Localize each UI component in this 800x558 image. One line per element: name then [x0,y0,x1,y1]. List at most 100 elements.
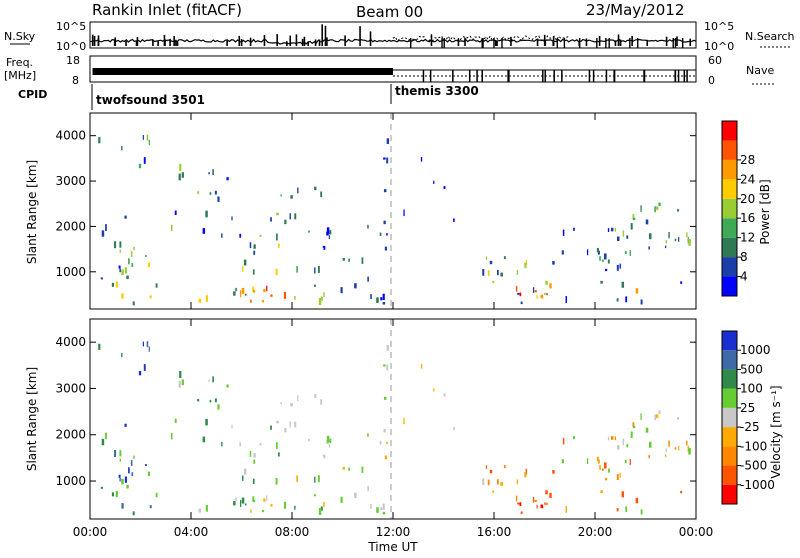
echo-cell [632,214,635,219]
echo-cell [525,468,528,475]
noise-right-tick-top: 10^5 [704,20,734,33]
echo-cell [534,290,537,293]
echo-cell [503,256,506,260]
noise-sky-line [89,38,697,45]
echo-cell [266,285,268,292]
echo-cell [658,410,661,414]
noise-spike [324,25,327,46]
echo-cell [485,256,488,260]
echo-cell [624,459,627,464]
noise-left-tick-top: 10^5 [56,20,86,33]
echo-cell [329,230,332,235]
echo-cell [198,508,202,513]
echo-cell [635,288,639,294]
echo-cell [635,497,639,504]
power-frame [89,112,697,310]
echo-cell [249,242,252,249]
echo-cell [314,284,317,287]
colorbar-tick-label: 500 [740,362,763,376]
echo-cell [485,465,488,469]
echo-cell [542,296,544,299]
echo-cell [648,233,652,240]
echo-cell [212,169,214,176]
echo-cell [155,283,158,288]
echo-cell [233,501,236,506]
echo-cell [654,414,656,421]
echo-cell [253,453,256,458]
echo-cell [354,283,357,289]
echo-cell [197,398,200,402]
echo-cell [597,250,600,255]
echo-cell [318,507,322,515]
echo-cell [126,275,129,280]
colorbar-tick-label: 25 [740,401,755,415]
echo-cell [534,499,537,502]
echo-cell [516,270,518,275]
echo-cell [384,246,388,251]
echo-cell [121,503,124,509]
echo-cell [629,458,631,465]
echo-cell [209,399,212,403]
noise-spike [614,40,617,46]
echo-cell [482,478,485,486]
echo-cell [329,438,332,444]
echo-cell [561,459,564,464]
echo-cell [536,295,538,299]
colorbar-tick-label: 4 [740,270,748,284]
echo-cell [244,503,247,506]
station-title: Rankin Inlet (fitACF) [92,1,242,19]
echo-cell [617,236,620,242]
echo-cell [648,246,650,250]
echo-cell [105,224,107,231]
noise-spike [307,41,309,46]
echo-cell [607,468,610,473]
echo-cell [124,423,127,427]
echo-cell [340,287,343,294]
noise-spike [173,36,175,46]
echo-cell [226,384,229,388]
echo-cell [532,287,535,293]
velocity-colorbar-label: Velocity [m s⁻¹] [769,385,783,478]
noise-spike [318,39,321,46]
echo-cell [386,138,390,144]
freq-label-top: Freq. [6,56,33,69]
echo-cell [420,364,423,369]
echo-cell [624,250,627,255]
noise-spike [646,39,649,46]
echo-cell [239,442,242,447]
colorbar-swatch [722,276,737,296]
echo-cell [668,231,670,239]
echo-cell [605,478,608,481]
noise-spike [295,34,298,46]
colorbar-swatch [722,121,737,141]
echo-cell [619,263,621,269]
echo-cell [380,507,383,511]
echo-cell [146,341,149,348]
echo-cell [119,241,122,248]
echo-cell [525,259,528,266]
echo-cell [320,296,323,301]
echo-cell [115,490,118,498]
echo-cell [253,289,256,293]
freq-series [92,68,696,82]
echo-cell [604,253,607,260]
echo-cell [121,478,124,485]
echo-cell [367,276,369,282]
echo-cell [383,157,386,160]
x-tick-label: 00:00 [73,525,108,539]
echo-cell [290,402,293,407]
echo-cell [148,346,150,352]
echo-cell [677,209,680,212]
echo-cell [253,244,256,249]
echo-cell [221,233,223,238]
echo-cell [586,458,589,465]
echo-cell [296,266,298,273]
nave-label: Nave [746,64,774,77]
colorbar-swatch [722,179,737,199]
noise-spike [619,39,622,46]
echo-cell [275,477,278,485]
echo-cell [487,270,490,276]
colorbar-swatch [722,237,737,258]
cpid-label: CPID [18,88,47,101]
echo-cell [317,475,320,483]
